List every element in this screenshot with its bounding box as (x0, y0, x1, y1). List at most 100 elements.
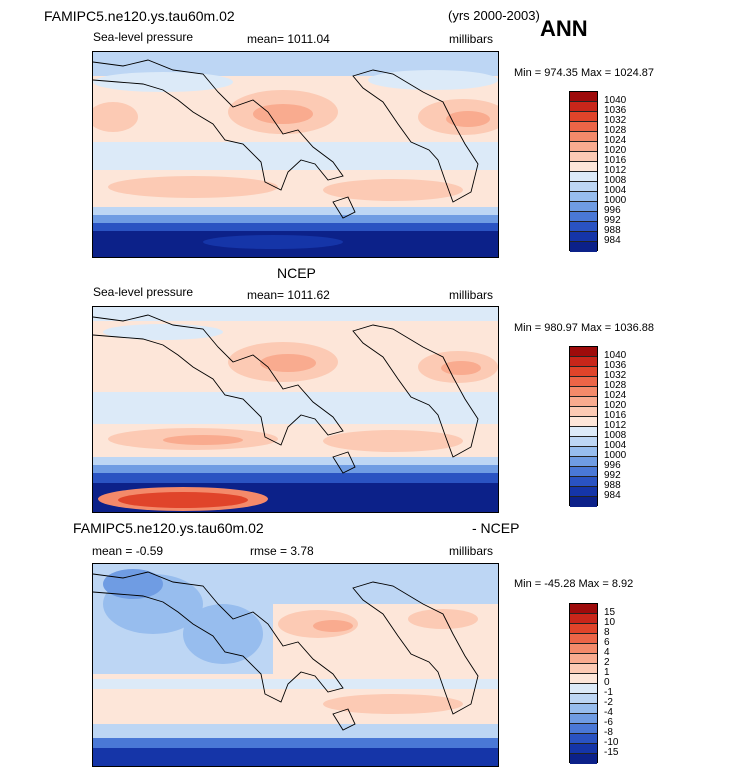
panel3-title-case: FAMIPC5.ne120.ys.tau60m.02 (73, 520, 264, 536)
colorbar-label: 1004 (604, 185, 627, 196)
colorbar-label: 1008 (604, 430, 627, 441)
colorbar-swatch (570, 694, 597, 704)
colorbar-label: 1 (604, 667, 610, 678)
colorbar-label: 1028 (604, 380, 627, 391)
colorbar-swatch (570, 477, 597, 487)
colorbar-swatch (570, 704, 597, 714)
panel2-title: NCEP (277, 265, 316, 281)
panel1-units-label: millibars (449, 32, 494, 46)
colorbar-swatch (570, 357, 597, 367)
colorbar-swatch (570, 714, 597, 724)
colorbar-swatch (570, 387, 597, 397)
colorbar-swatch (570, 754, 597, 764)
colorbar-label: 1024 (604, 135, 627, 146)
colorbar-swatch (570, 92, 597, 102)
colorbar-swatch (570, 122, 597, 132)
panel2-map (92, 306, 499, 513)
colorbar-swatch (570, 447, 597, 457)
colorbar-label: 2 (604, 657, 610, 668)
panel3-rmse-label: rmse = 3.78 (250, 544, 314, 558)
colorbar-swatch (570, 192, 597, 202)
panel2-minmax: Min = 980.97 Max = 1036.88 (514, 322, 655, 334)
colorbar-label: 1040 (604, 95, 627, 106)
colorbar-label: 1032 (604, 370, 627, 381)
panel3-units-label: millibars (449, 544, 494, 558)
colorbar-label: 1020 (604, 145, 627, 156)
panel1-colorbar (569, 91, 598, 252)
colorbar-swatch (570, 457, 597, 467)
colorbar-swatch (570, 487, 597, 497)
case-name: FAMIPC5.ne120.ys.tau60m.02 (44, 8, 235, 24)
colorbar-swatch (570, 467, 597, 477)
colorbar-swatch (570, 604, 597, 614)
panel3-minmax: Min = -45.28 Max = 8.92 (514, 578, 634, 590)
colorbar-swatch (570, 614, 597, 624)
colorbar-swatch (570, 182, 597, 192)
colorbar-swatch (570, 397, 597, 407)
colorbar-label: 1036 (604, 105, 627, 116)
colorbar-swatch (570, 427, 597, 437)
panel2-variable-label: Sea-level pressure (93, 285, 194, 299)
colorbar-label: 1028 (604, 125, 627, 136)
colorbar-label: 992 (604, 470, 621, 481)
colorbar-label: 1008 (604, 175, 627, 186)
colorbar-swatch (570, 172, 597, 182)
colorbar-swatch (570, 634, 597, 644)
years-label: (yrs 2000-2003) (448, 8, 540, 23)
colorbar-label: 996 (604, 205, 621, 216)
colorbar-label: 10 (604, 617, 616, 628)
colorbar-swatch (570, 112, 597, 122)
colorbar-swatch (570, 674, 597, 684)
colorbar-label: 1012 (604, 165, 627, 176)
colorbar-swatch (570, 212, 597, 222)
colorbar-swatch (570, 142, 597, 152)
colorbar-label: 1032 (604, 115, 627, 126)
panel2-colorbar (569, 346, 598, 507)
colorbar-swatch (570, 347, 597, 357)
colorbar-label: 996 (604, 460, 621, 471)
colorbar-label: 988 (604, 480, 621, 491)
panel1-variable-label: Sea-level pressure (93, 30, 194, 44)
colorbar-label: 984 (604, 490, 621, 501)
colorbar-swatch (570, 654, 597, 664)
panel3-mean-label: mean = -0.59 (92, 544, 164, 558)
panel3-colorbar (569, 603, 598, 764)
colorbar-swatch (570, 232, 597, 242)
colorbar-label: 1016 (604, 155, 627, 166)
colorbar-label: 15 (604, 607, 616, 618)
colorbar-swatch (570, 222, 597, 232)
colorbar-swatch (570, 624, 597, 634)
colorbar-label: -4 (604, 707, 613, 718)
colorbar-label: -8 (604, 727, 613, 738)
panel2-mean-label: mean= 1011.62 (247, 288, 330, 302)
colorbar-swatch (570, 417, 597, 427)
colorbar-label: 1024 (604, 390, 627, 401)
colorbar-label: 984 (604, 235, 621, 246)
colorbar-label: 6 (604, 637, 610, 648)
colorbar-label: 1000 (604, 195, 627, 206)
colorbar-swatch (570, 497, 597, 507)
colorbar-swatch (570, 664, 597, 674)
panel3-map (92, 563, 499, 767)
colorbar-label: 4 (604, 647, 610, 658)
colorbar-swatch (570, 162, 597, 172)
colorbar-label: -2 (604, 697, 613, 708)
colorbar-label: -15 (604, 747, 619, 758)
colorbar-label: 988 (604, 225, 621, 236)
season-label: ANN (540, 16, 588, 41)
panel3-title-ncep: - NCEP (472, 520, 520, 536)
colorbar-label: 1000 (604, 450, 627, 461)
colorbar-swatch (570, 152, 597, 162)
colorbar-label: 0 (604, 677, 610, 688)
colorbar-label: 8 (604, 627, 610, 638)
colorbar-swatch (570, 684, 597, 694)
colorbar-label: 1012 (604, 420, 627, 431)
colorbar-label: 1020 (604, 400, 627, 411)
panel1-map (92, 51, 499, 258)
colorbar-label: 1016 (604, 410, 627, 421)
colorbar-swatch (570, 407, 597, 417)
colorbar-swatch (570, 367, 597, 377)
colorbar-swatch (570, 734, 597, 744)
colorbar-label: -10 (604, 737, 619, 748)
colorbar-swatch (570, 724, 597, 734)
